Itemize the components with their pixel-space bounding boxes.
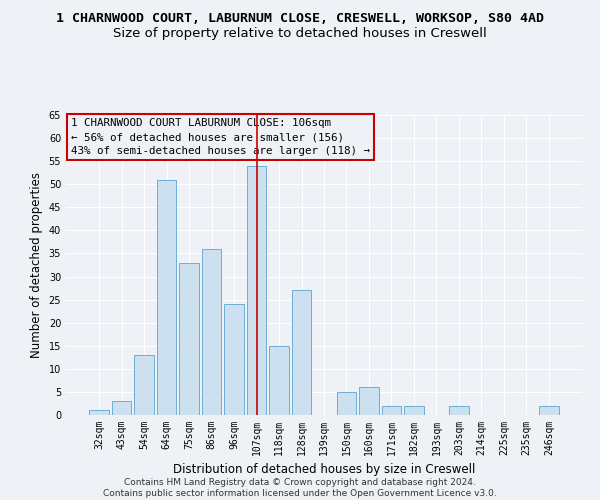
Text: Size of property relative to detached houses in Creswell: Size of property relative to detached ho… [113,28,487,40]
Bar [382,406,401,415]
Text: 1 CHARNWOOD COURT, LABURNUM CLOSE, CRESWELL, WORKSOP, S80 4AD: 1 CHARNWOOD COURT, LABURNUM CLOSE, CRESW… [56,12,544,26]
Bar [89,410,109,415]
Text: 1 CHARNWOOD COURT LABURNUM CLOSE: 106sqm
← 56% of detached houses are smaller (1: 1 CHARNWOOD COURT LABURNUM CLOSE: 106sqm… [71,118,370,156]
Bar [359,388,379,415]
Bar [269,346,289,415]
Bar [449,406,469,415]
Bar [539,406,559,415]
Bar [202,249,221,415]
Bar [179,262,199,415]
Bar [247,166,266,415]
Bar [404,406,424,415]
Bar [337,392,356,415]
Y-axis label: Number of detached properties: Number of detached properties [30,172,43,358]
Bar [224,304,244,415]
Text: Contains HM Land Registry data © Crown copyright and database right 2024.
Contai: Contains HM Land Registry data © Crown c… [103,478,497,498]
Bar [157,180,176,415]
Bar [292,290,311,415]
Bar [134,355,154,415]
X-axis label: Distribution of detached houses by size in Creswell: Distribution of detached houses by size … [173,464,475,476]
Bar [112,401,131,415]
